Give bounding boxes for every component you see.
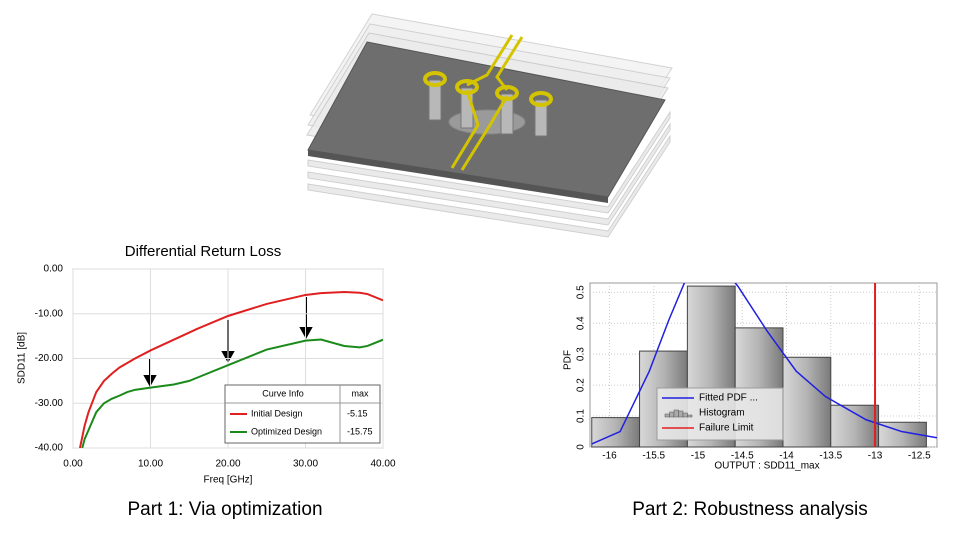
legend-swatch: [669, 411, 675, 418]
legend-swatch: [673, 409, 679, 418]
legend-swatch: [664, 413, 670, 418]
legend-box: [224, 384, 381, 444]
histogram-bar: [591, 417, 641, 448]
legend-value: -5.15: [347, 408, 368, 418]
y-tick-label: 0.2: [576, 378, 587, 392]
x-tick-label: -12.5: [908, 451, 931, 462]
histogram-bar: [782, 356, 832, 448]
y-axis-label: PDF: [563, 350, 574, 370]
legend-label: Histogram: [699, 408, 745, 419]
y-tick-label: 0: [576, 444, 587, 450]
legend-value: -15.75: [347, 426, 373, 436]
x-tick-label: -13: [868, 451, 883, 462]
x-tick-label: 0.00: [63, 459, 83, 470]
x-tick-label: -14.5: [731, 451, 754, 462]
legend-swatch: [682, 412, 688, 418]
histogram-chart: OUTPUT : SDD11_max PDF -16 -15.5 -15 -14.5 -…: [563, 282, 938, 472]
x-tick-label: 20.00: [215, 459, 240, 470]
y-tick-label: 0.4: [576, 316, 587, 330]
legend-label: Fitted PDF ...: [699, 393, 758, 404]
y-tick-label: -20.00: [35, 353, 64, 364]
legend-header: max: [351, 388, 369, 398]
legend-swatch: [687, 414, 693, 418]
y-axis-label: SDD11 [dB]: [17, 332, 28, 384]
x-axis-label: OUTPUT : SDD11_max: [714, 461, 819, 472]
histogram-bar: [830, 404, 880, 448]
fitted-pdf: [591, 283, 937, 445]
legend-swatch: [678, 410, 684, 418]
legend-header: Curve Info: [262, 388, 304, 398]
series-line: [78, 291, 383, 448]
y-tick-label: 0.5: [576, 285, 587, 299]
caption: Part 1: Via optimization: [127, 499, 322, 520]
via-render: [306, 13, 673, 238]
line-chart: Differential Return Loss Freq [GHz] SDD1…: [17, 243, 396, 486]
y-tick-label: -40.00: [35, 443, 64, 454]
x-tick-label: 40.00: [370, 459, 395, 470]
x-tick-label: -15: [691, 451, 706, 462]
legend-label: Failure Limit: [699, 423, 754, 434]
x-tick-label: -15.5: [642, 451, 665, 462]
legend-label: Optimized Design: [251, 426, 322, 436]
y-tick-label: 0.1: [576, 409, 587, 423]
y-tick-label: -10.00: [35, 308, 64, 319]
x-tick-label: -14: [779, 451, 794, 462]
x-axis-label: Freq [GHz]: [204, 475, 253, 486]
x-tick-label: -13.5: [819, 451, 842, 462]
y-tick-label: 0.00: [44, 264, 64, 275]
y-tick-label: -30.00: [35, 398, 64, 409]
x-tick-label: -16: [602, 451, 617, 462]
y-tick-label: 0.3: [576, 347, 587, 361]
chart-title: Differential Return Loss: [125, 243, 281, 260]
caption: Part 2: Robustness analysis: [632, 499, 868, 520]
x-tick-label: 30.00: [293, 459, 318, 470]
legend-label: Initial Design: [251, 408, 303, 418]
series-line: [81, 338, 383, 448]
x-tick-label: 10.00: [138, 459, 163, 470]
